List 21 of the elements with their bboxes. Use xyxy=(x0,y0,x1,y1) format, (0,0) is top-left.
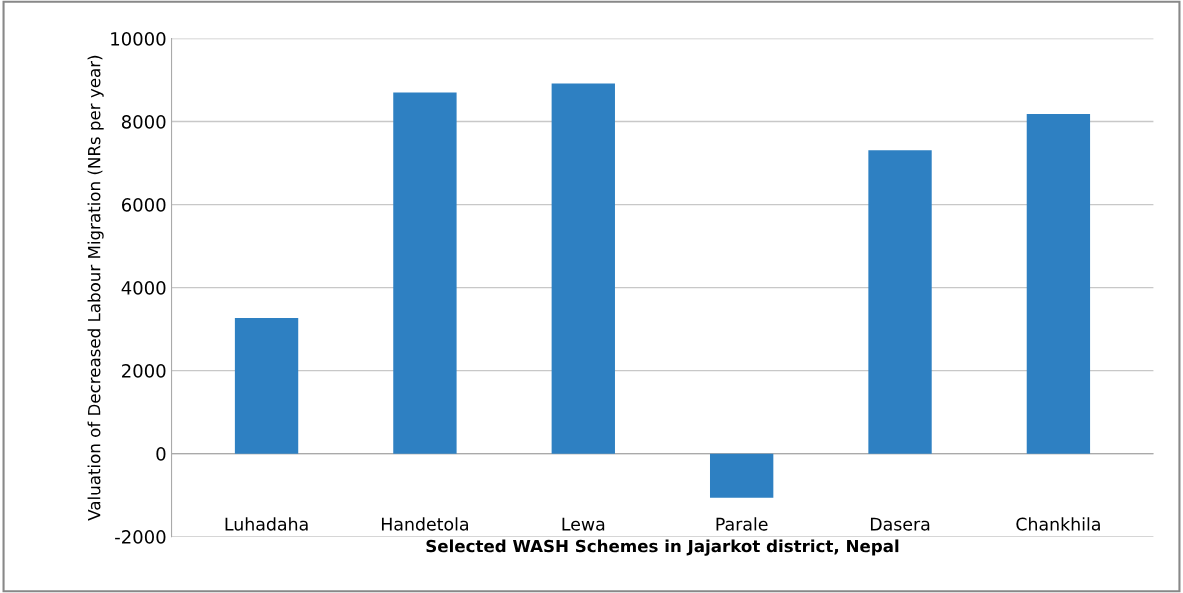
x-tick-label: Lewa xyxy=(562,517,605,531)
bar xyxy=(393,92,457,454)
bar xyxy=(234,317,299,454)
bar xyxy=(709,453,774,498)
bar xyxy=(1026,114,1091,454)
y-tick-label: 10000 xyxy=(111,32,166,46)
x-axis-title: Selected WASH Schemes in Jajarkot district, Nepal xyxy=(426,539,899,556)
x-tick-label: Handetola xyxy=(381,517,468,531)
y-tick-label: 2000 xyxy=(122,364,166,378)
x-tick-label: Chankhila xyxy=(1016,517,1100,531)
y-tick-label: 8000 xyxy=(121,115,166,129)
y-tick-label: -2000 xyxy=(115,530,166,544)
y-axis-title: Valuation of Decreased Labour Migration (NRs per year) xyxy=(87,55,104,521)
y-tick-label: 4000 xyxy=(121,281,166,295)
y-tick-label: 6000 xyxy=(121,198,166,212)
x-tick-label: Luhadaha xyxy=(225,517,308,531)
bar xyxy=(551,83,615,454)
x-tick-label: Dasera xyxy=(870,517,930,531)
x-tick-label: Parale xyxy=(716,517,768,531)
y-tick-label: 0 xyxy=(156,447,166,461)
bar xyxy=(868,150,932,454)
